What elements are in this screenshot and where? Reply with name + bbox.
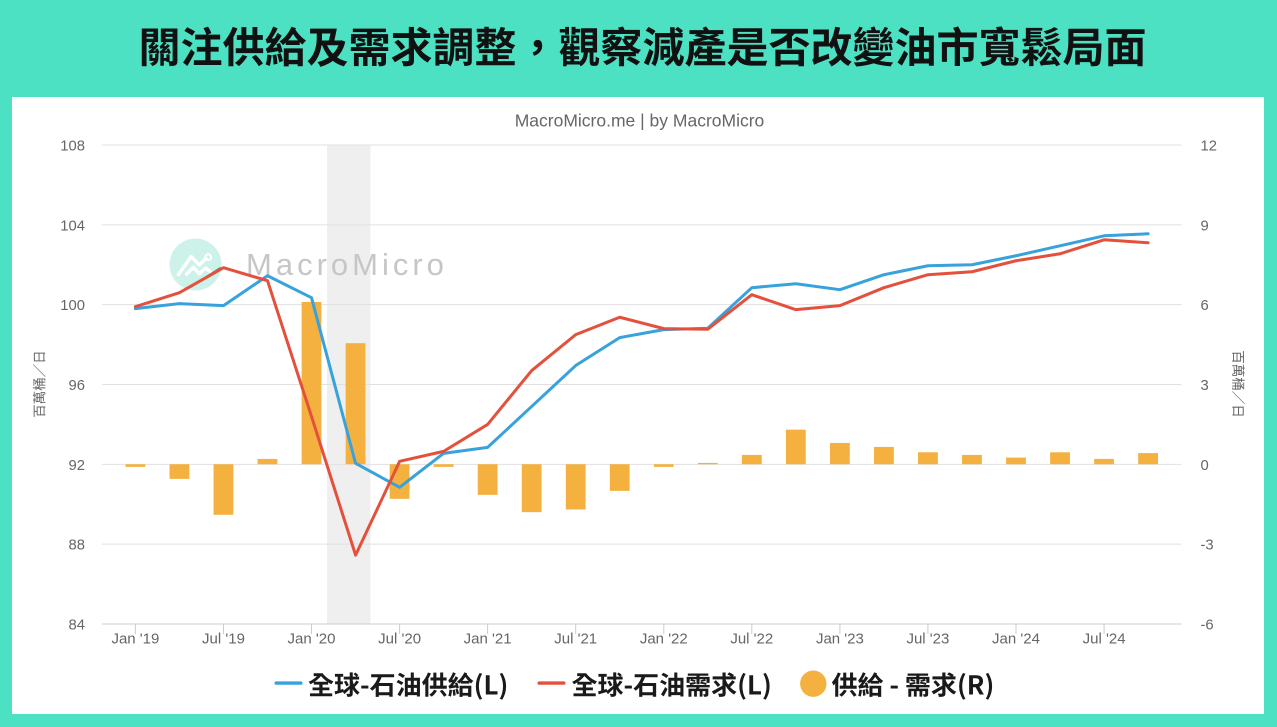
- svg-text:100: 100: [60, 298, 85, 314]
- svg-text:Jul '22: Jul '22: [730, 631, 773, 648]
- svg-text:Jul '23: Jul '23: [906, 631, 949, 648]
- svg-text:0: 0: [1201, 458, 1209, 474]
- svg-text:Jul '20: Jul '20: [378, 631, 421, 648]
- svg-text:Jan '22: Jan '22: [640, 631, 688, 648]
- svg-text:9: 9: [1201, 218, 1209, 234]
- svg-text:Jul '24: Jul '24: [1083, 631, 1126, 648]
- svg-text:88: 88: [69, 538, 85, 554]
- svg-text:Jul '21: Jul '21: [554, 631, 597, 648]
- svg-text:12: 12: [1201, 139, 1217, 155]
- svg-text:MacroMicro.me | by MacroMicro: MacroMicro.me | by MacroMicro: [515, 111, 765, 131]
- svg-text:Jan '21: Jan '21: [464, 631, 512, 648]
- svg-text:96: 96: [69, 378, 85, 394]
- svg-text:84: 84: [69, 618, 85, 634]
- svg-text:Jan '24: Jan '24: [992, 631, 1040, 648]
- svg-text:Jul '19: Jul '19: [202, 631, 245, 648]
- svg-text:108: 108: [60, 139, 85, 155]
- svg-text:6: 6: [1201, 298, 1209, 314]
- svg-text:3: 3: [1201, 378, 1209, 394]
- svg-text:-6: -6: [1201, 618, 1214, 634]
- svg-text:92: 92: [69, 458, 85, 474]
- svg-text:-3: -3: [1201, 538, 1214, 554]
- svg-text:104: 104: [60, 218, 85, 234]
- svg-text:Jan '23: Jan '23: [816, 631, 864, 648]
- svg-text:MacroMicro: MacroMicro: [246, 247, 448, 282]
- svg-text:Jan '19: Jan '19: [111, 631, 159, 648]
- svg-text:Jan '20: Jan '20: [288, 631, 336, 648]
